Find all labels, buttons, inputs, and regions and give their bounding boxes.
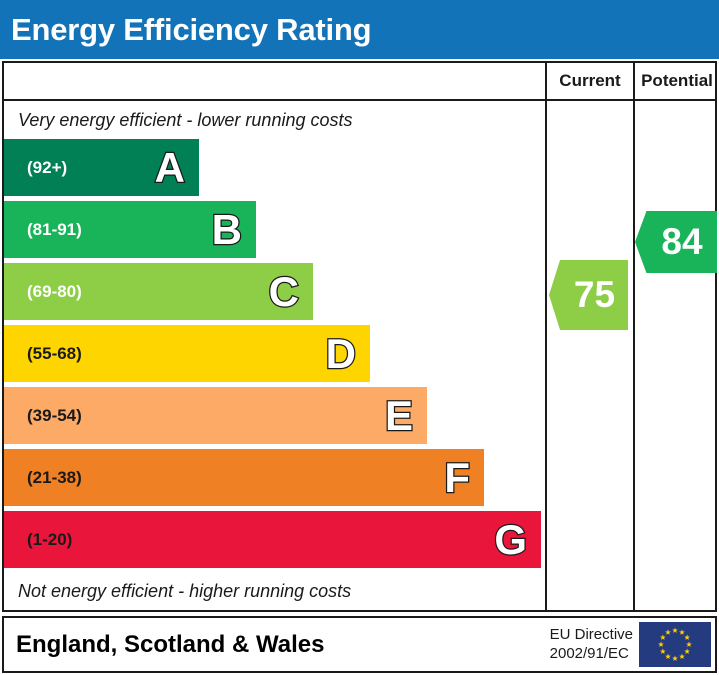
title-bar: Energy Efficiency Rating <box>0 0 719 59</box>
column-divider-current <box>545 101 547 610</box>
eu-directive-label: EU Directive 2002/91/EC <box>550 626 633 664</box>
eu-flag-icon <box>639 622 711 667</box>
band-letter-g: G <box>493 515 528 563</box>
rating-table: Current Potential Very energy efficient … <box>2 61 717 612</box>
band-range-d: (55-68) <box>27 343 82 363</box>
column-divider-potential <box>633 101 635 610</box>
band-letter-a: A <box>153 143 186 191</box>
band-range-f: (21-38) <box>27 467 82 487</box>
band-row-d: (55-68) D <box>4 325 370 382</box>
band-row-c: (69-80) C <box>4 263 313 320</box>
band-range-g: (1-20) <box>27 529 73 549</box>
band-letter-e: E <box>384 391 415 439</box>
current-rating-marker: 75 <box>549 260 628 330</box>
caption-inefficient: Not energy efficient - higher running co… <box>18 580 352 601</box>
page-title: Energy Efficiency Rating <box>11 12 372 47</box>
band-row-f: (21-38) F <box>4 449 484 506</box>
footer-bar: England, Scotland & Wales EU Directive 2… <box>2 616 717 673</box>
band-letter-f: F <box>443 453 471 501</box>
band-list: (92+) A (81-91) B (69-80) C (55-68) D (39-54) E (2… <box>4 139 545 572</box>
band-row-a: (92+) A <box>4 139 199 196</box>
column-header-potential: Potential <box>633 63 719 99</box>
band-row-b: (81-91) B <box>4 201 256 258</box>
column-header-current: Current <box>545 63 633 99</box>
caption-efficient: Very energy efficient - lower running co… <box>18 109 353 130</box>
band-range-a: (92+) <box>27 157 68 177</box>
band-letter-b: B <box>210 205 243 253</box>
band-range-b: (81-91) <box>27 219 82 239</box>
region-label: England, Scotland & Wales <box>16 630 325 658</box>
band-row-e: (39-54) E <box>4 387 427 444</box>
potential-rating-marker: 84 <box>635 211 717 273</box>
eu-directive-line2: 2002/91/EC <box>549 644 629 662</box>
eu-directive-line1: EU Directive <box>549 625 633 643</box>
band-row-g: (1-20) G <box>4 511 541 568</box>
band-letter-d: D <box>324 329 357 377</box>
column-header-row: Current Potential <box>4 63 715 101</box>
band-range-e: (39-54) <box>27 405 82 425</box>
band-range-c: (69-80) <box>27 281 82 301</box>
band-letter-c: C <box>267 267 300 315</box>
